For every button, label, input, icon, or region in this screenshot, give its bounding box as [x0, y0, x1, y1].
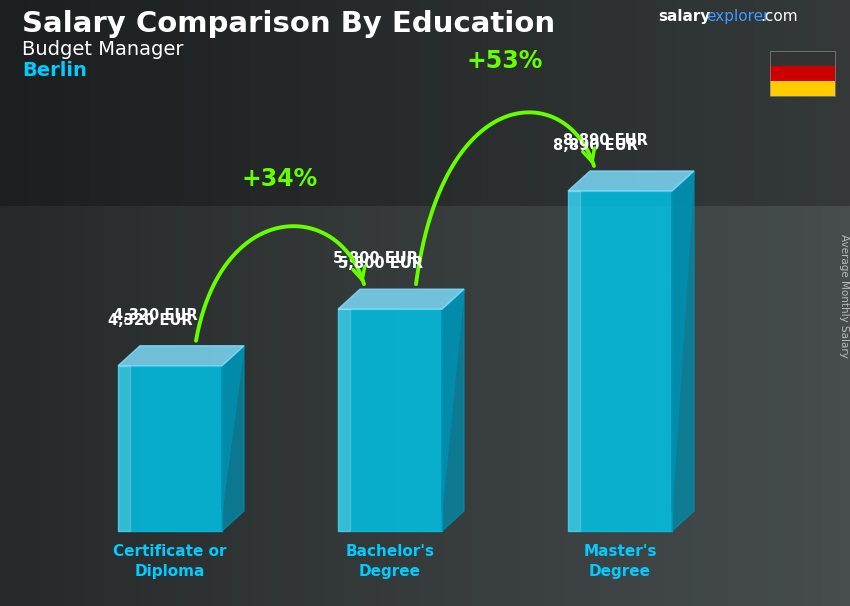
Polygon shape [672, 171, 694, 531]
Polygon shape [338, 309, 442, 531]
Text: Budget Manager: Budget Manager [22, 40, 184, 59]
Polygon shape [222, 346, 244, 511]
Polygon shape [338, 289, 464, 309]
Text: salary: salary [658, 9, 711, 24]
Polygon shape [338, 309, 350, 531]
Polygon shape [568, 191, 672, 531]
Text: 8,890 EUR: 8,890 EUR [563, 133, 648, 148]
Text: Average Monthly Salary: Average Monthly Salary [839, 234, 849, 358]
Polygon shape [568, 171, 694, 191]
Text: 8,890 EUR: 8,890 EUR [553, 138, 638, 153]
Polygon shape [118, 366, 130, 531]
Polygon shape [118, 366, 222, 531]
Text: 5,800 EUR: 5,800 EUR [333, 251, 418, 266]
Polygon shape [118, 346, 244, 366]
Text: +53%: +53% [467, 49, 543, 73]
Text: 5,800 EUR: 5,800 EUR [338, 256, 423, 271]
Text: Bachelor's
Degree: Bachelor's Degree [345, 544, 434, 579]
Text: +34%: +34% [242, 167, 318, 191]
Polygon shape [442, 289, 464, 531]
Bar [770, 66, 835, 81]
Polygon shape [568, 191, 580, 531]
Bar [770, 81, 835, 96]
Text: Certificate or
Diploma: Certificate or Diploma [113, 544, 227, 579]
Bar [770, 51, 835, 96]
Polygon shape [442, 289, 464, 511]
Text: Salary Comparison By Education: Salary Comparison By Education [22, 10, 555, 38]
Text: Berlin: Berlin [22, 61, 87, 80]
Polygon shape [222, 346, 244, 531]
Text: 4,320 EUR: 4,320 EUR [108, 313, 193, 328]
Text: .com: .com [760, 9, 797, 24]
Text: Master's
Degree: Master's Degree [583, 544, 657, 579]
Bar [770, 51, 835, 66]
Polygon shape [672, 171, 694, 511]
Text: 4,320 EUR: 4,320 EUR [113, 308, 197, 323]
Text: explorer: explorer [706, 9, 769, 24]
